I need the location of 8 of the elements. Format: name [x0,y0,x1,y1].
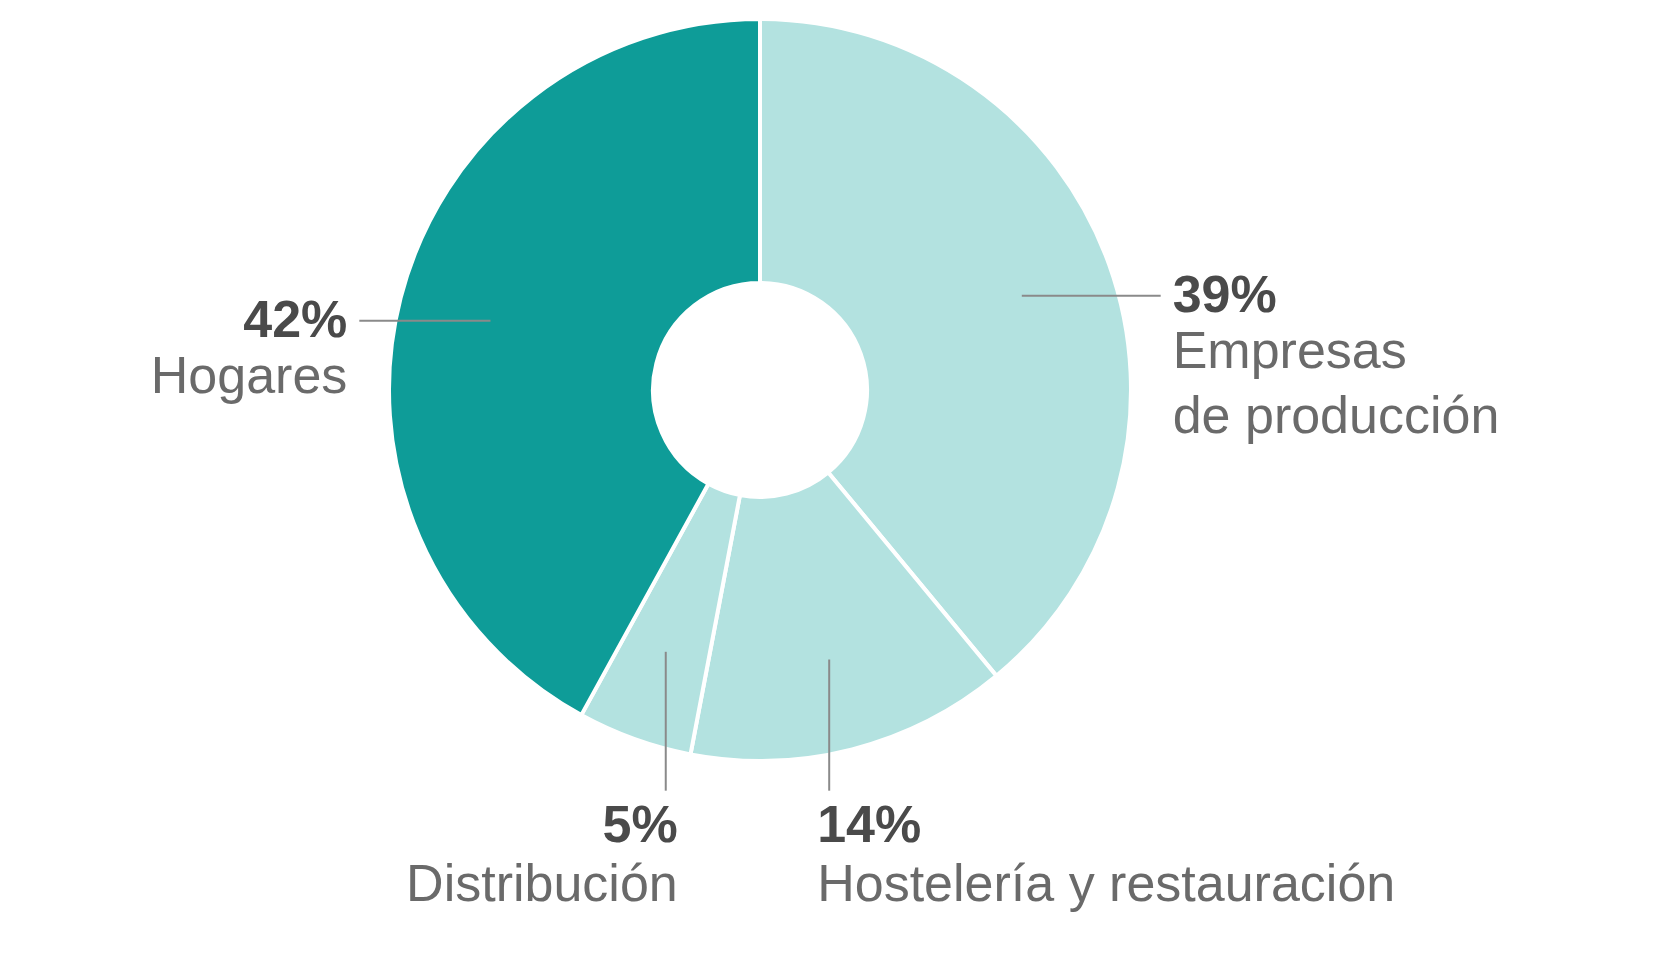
data-label: 42% [243,289,348,348]
slice-label: Hogares [150,346,348,404]
data-label: 39% [1172,264,1277,323]
slice-label: Hostelería y restauración [817,854,1396,913]
data-label: 5% [602,794,678,853]
slice-label: Distribución [406,854,678,913]
data-label: 14% [817,794,922,853]
slice-label: Empresas de producción [1172,320,1500,444]
